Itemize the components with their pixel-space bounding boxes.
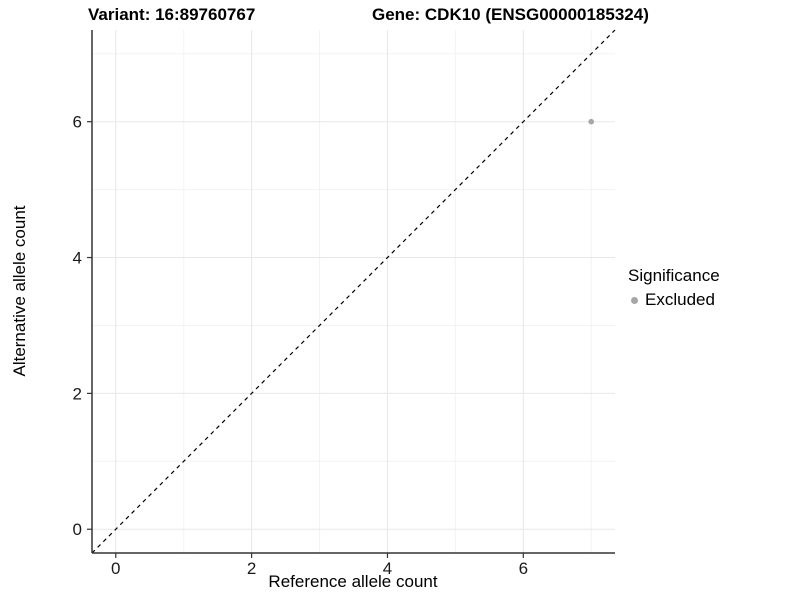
plot-title-gene: Gene: CDK10 (ENSG00000185324) [372,5,649,24]
y-tick-label: 2 [73,384,82,403]
x-axis-title: Reference allele count [268,572,438,591]
x-tick-label: 4 [383,559,392,578]
y-tick-label: 4 [73,249,82,268]
legend-item-excluded: Excluded [628,290,720,310]
y-tick-label: 0 [73,520,82,539]
x-tick-label: 6 [519,559,528,578]
legend: Significance Excluded [628,266,720,310]
legend-point-icon [631,296,638,304]
plot-title-variant: Variant: 16:89760767 [88,5,256,24]
legend-title: Significance [628,266,720,285]
y-tick-label: 6 [73,113,82,132]
legend-item-label: Excluded [645,290,715,309]
identity-reference-line [91,29,616,554]
data-point [588,118,595,125]
x-tick-label: 2 [247,559,256,578]
y-axis-title: Alternative allele count [10,205,29,377]
x-tick-label: 0 [111,559,120,578]
